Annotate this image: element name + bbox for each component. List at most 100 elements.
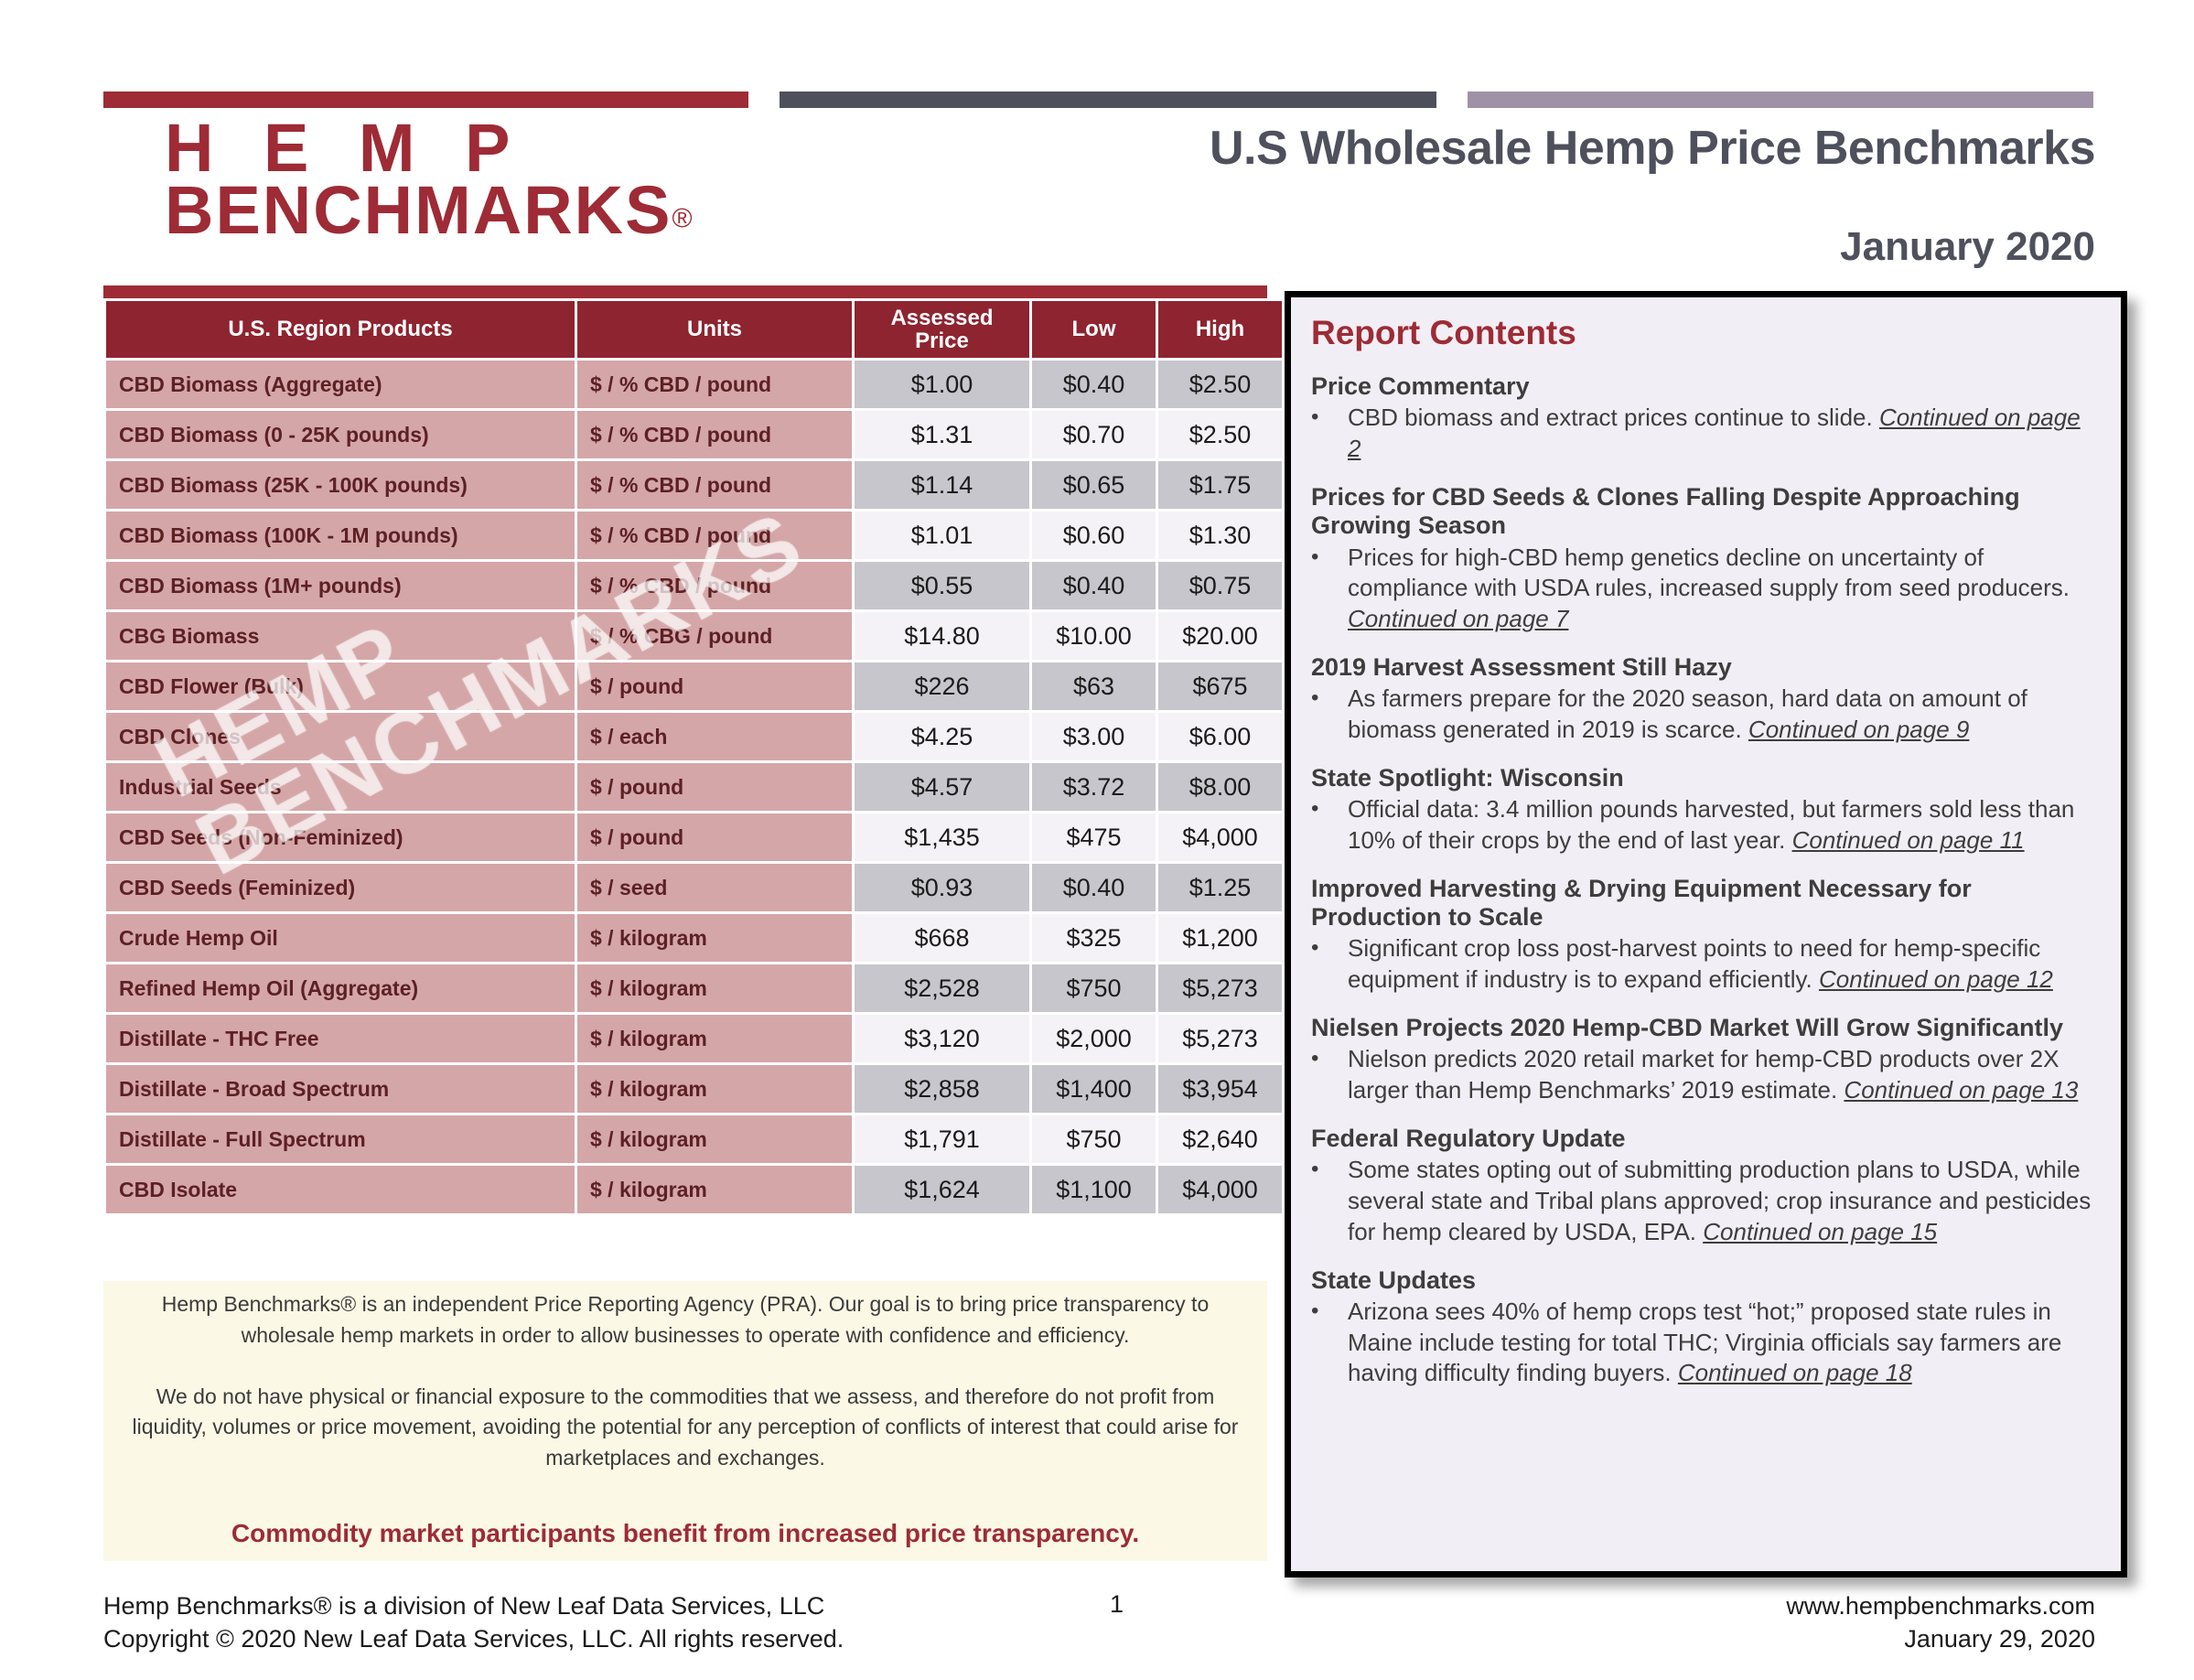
- cell-assessed-price: $1,624: [855, 1166, 1029, 1213]
- contents-bullet: • Nielson predicts 2020 retail market for…: [1311, 1044, 2099, 1106]
- cell-product: CBD Biomass (0 - 25K pounds): [106, 411, 575, 458]
- cell-product: Distillate - Full Spectrum: [106, 1115, 575, 1163]
- table-row: CBD Isolate $ / kilogram $1,624 $1,100 $4,00…: [106, 1166, 1282, 1213]
- report-contents-heading: Report Contents: [1311, 314, 1576, 351]
- cell-units: $ / % CBD / pound: [577, 562, 852, 609]
- cell-assessed-price: $3,120: [855, 1015, 1029, 1062]
- contents-section-heading: Price Commentary: [1311, 372, 1530, 400]
- cell-low: $750: [1032, 1115, 1156, 1163]
- cell-high: $1,200: [1158, 914, 1282, 962]
- contents-bullet: • Prices for high-CBD hemp genetics decli…: [1311, 543, 2099, 635]
- cell-assessed-price: $226: [855, 662, 1029, 710]
- cell-assessed-price: $4.57: [855, 763, 1029, 811]
- bullet-dot-icon: •: [1311, 796, 1319, 822]
- continued-on-page-link[interactable]: Continued on page 2: [1348, 404, 2081, 463]
- contents-bullet-text: Arizona sees 40% of hemp crops test “hot…: [1348, 1297, 2062, 1387]
- contents-section-heading: State Updates: [1311, 1265, 1477, 1294]
- bullet-dot-icon: •: [1311, 544, 1319, 569]
- table-row: Crude Hemp Oil $ / kilogram $668 $325 $1,200: [106, 914, 1282, 962]
- table-row: Industrial Seeds $ / pound $4.57 $3.72 $8.00: [106, 763, 1282, 811]
- registered-trademark-icon: ®: [672, 203, 693, 234]
- continued-on-page-link[interactable]: Continued on page 7: [1348, 605, 1569, 633]
- table-top-rule: [103, 285, 1267, 298]
- continued-on-page-link[interactable]: Continued on page 9: [1748, 716, 1970, 744]
- contents-section-heading: Federal Regulatory Update: [1311, 1124, 1626, 1152]
- page-subtitle-date: January 2020: [1840, 224, 2095, 269]
- continued-on-page-link[interactable]: Continued on page 11: [1791, 825, 2025, 854]
- disclaimer-paragraph-2: We do not have physical or financial exp…: [132, 1384, 1239, 1470]
- continued-on-page-link[interactable]: Continued on page 12: [1819, 965, 2053, 994]
- cell-units: $ / % CBD / pound: [577, 461, 852, 509]
- footer-website[interactable]: www.hempbenchmarks.com: [1786, 1592, 2095, 1620]
- cell-units: $ / % CBD / pound: [577, 411, 852, 458]
- contents-section-heading: State Spotlight: Wisconsin: [1311, 763, 1624, 792]
- cell-assessed-price: $0.55: [855, 562, 1029, 609]
- table-row: CBD Biomass (100K - 1M pounds) $ / % CBD …: [106, 512, 1282, 559]
- contents-section: Nielsen Projects 2020 Hemp-CBD Market Wi…: [1311, 1014, 2099, 1106]
- cell-high: $2.50: [1158, 411, 1282, 458]
- table-row: Distillate - Full Spectrum $ / kilogram $1…: [106, 1115, 1282, 1163]
- cell-units: $ / kilogram: [577, 1115, 852, 1163]
- cell-units: $ / % CBG / pound: [577, 612, 852, 660]
- footer-left: Hemp Benchmarks® is a division of New Le…: [103, 1590, 844, 1655]
- cell-assessed-price: $668: [855, 914, 1029, 962]
- footer-right: www.hempbenchmarks.com January 29, 2020: [1786, 1590, 2095, 1655]
- table-row: CBG Biomass $ / % CBG / pound $14.80 $10.00…: [106, 612, 1282, 660]
- contents-bullet-text: Significant crop loss post-harvest point…: [1348, 934, 2053, 994]
- cell-low: $0.40: [1032, 864, 1156, 911]
- table-row: CBD Seeds (Feminized) $ / seed $0.93 $0.40 $…: [106, 864, 1282, 911]
- logo-line-hemp: H E M P: [165, 110, 526, 186]
- contents-bullet-text: CBD biomass and extract prices continue …: [1348, 404, 2081, 463]
- cell-low: $3.00: [1032, 713, 1156, 760]
- footer-copyright-line: Copyright © 2020 New Leaf Data Services,…: [103, 1624, 844, 1653]
- continued-on-page-link[interactable]: Continued on page 13: [1844, 1076, 2079, 1104]
- contents-bullet: • Significant crop loss post-harvest poin…: [1311, 933, 2099, 996]
- cell-product: CBD Biomass (100K - 1M pounds): [106, 512, 575, 559]
- contents-bullet-text: Official data: 3.4 million pounds harves…: [1348, 795, 2075, 854]
- footer-date: January 29, 2020: [1904, 1624, 2095, 1653]
- cell-high: $0.75: [1158, 562, 1282, 609]
- cell-low: $0.65: [1032, 461, 1156, 509]
- cell-assessed-price: $4.25: [855, 713, 1029, 760]
- table-row: Refined Hemp Oil (Aggregate) $ / kilogram…: [106, 964, 1282, 1012]
- continued-on-page-link[interactable]: Continued on page 18: [1677, 1359, 1912, 1387]
- cell-low: $0.60: [1032, 512, 1156, 559]
- table-header-row: U.S. Region Products Units Assessed Price…: [106, 301, 1282, 358]
- table-row: Distillate - THC Free $ / kilogram $3,120 $…: [106, 1015, 1282, 1062]
- cell-low: $475: [1032, 813, 1156, 861]
- continued-on-page-link[interactable]: Continued on page 15: [1703, 1217, 1938, 1245]
- cell-high: $2,640: [1158, 1115, 1282, 1163]
- table-row: CBD Biomass (25K - 100K pounds) $ / % CBD…: [106, 461, 1282, 509]
- contents-section: State Updates • Arizona sees 40% of hemp c…: [1311, 1266, 2099, 1390]
- cell-low: $0.40: [1032, 562, 1156, 609]
- contents-bullet-text: Nielson predicts 2020 retail market for …: [1348, 1045, 2079, 1104]
- table-row: CBD Biomass (1M+ pounds) $ / % CBD / poun…: [106, 562, 1282, 609]
- cell-product: Crude Hemp Oil: [106, 914, 575, 962]
- cell-product: CBD Isolate: [106, 1166, 575, 1213]
- cell-high: $3,954: [1158, 1065, 1282, 1113]
- contents-bullet: • Official data: 3.4 million pounds harve…: [1311, 794, 2099, 856]
- cell-units: $ / kilogram: [577, 964, 852, 1012]
- contents-section-heading: Nielsen Projects 2020 Hemp-CBD Market Wi…: [1311, 1013, 2063, 1041]
- cell-units: $ / pound: [577, 763, 852, 811]
- cell-units: $ / kilogram: [577, 1065, 852, 1113]
- contents-section: Improved Harvesting & Drying Equipment N…: [1311, 875, 2099, 996]
- cell-assessed-price: $1,791: [855, 1115, 1029, 1163]
- cell-high: $20.00: [1158, 612, 1282, 660]
- disclaimer-highlight: Commodity market participants benefit fr…: [231, 1519, 1140, 1548]
- cell-low: $63: [1032, 662, 1156, 710]
- cell-high: $1.75: [1158, 461, 1282, 509]
- cell-high: $5,273: [1158, 1015, 1282, 1062]
- cell-product: CBD Biomass (Aggregate): [106, 361, 575, 408]
- column-header-products: U.S. Region Products: [106, 301, 575, 358]
- cell-product: CBD Biomass (25K - 100K pounds): [106, 461, 575, 509]
- cell-units: $ / seed: [577, 864, 852, 911]
- header-rule-group: [103, 92, 2093, 108]
- cell-low: $10.00: [1032, 612, 1156, 660]
- table-row: CBD Biomass (0 - 25K pounds) $ / % CBD / …: [106, 411, 1282, 458]
- column-header-units: Units: [577, 301, 852, 358]
- contents-section-heading: Prices for CBD Seeds & Clones Falling De…: [1311, 482, 2020, 540]
- bullet-dot-icon: •: [1311, 1298, 1319, 1323]
- column-header-low: Low: [1032, 301, 1156, 358]
